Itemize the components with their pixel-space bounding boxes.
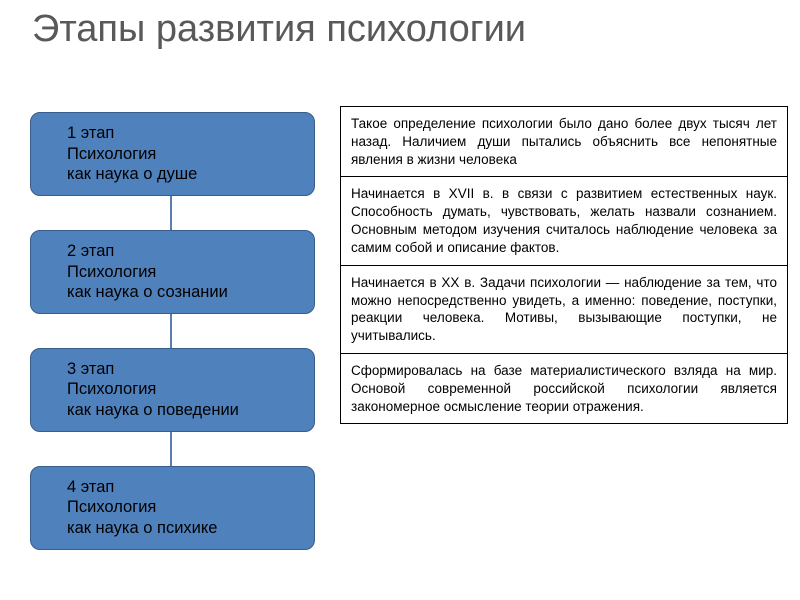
stage-1-line2: Психология: [67, 144, 302, 165]
stage-box-4: 4 этап Психология как наука о психике: [30, 466, 315, 550]
descriptions-table: Такое определение психологии было дано б…: [340, 106, 788, 424]
desc-cell-3: Начинается в XX в. Задачи психологии — н…: [341, 266, 787, 354]
stage-4-line1: 4 этап: [67, 477, 302, 498]
page-title: Этапы развития психологии: [32, 8, 526, 52]
stage-1-line1: 1 этап: [67, 123, 302, 144]
stage-1-line3: как наука о душе: [67, 164, 302, 185]
desc-cell-2: Начинается в XVII в. в связи с развитием…: [341, 177, 787, 265]
stage-3-line3: как наука о поведении: [67, 400, 302, 421]
stage-box-2: 2 этап Психология как наука о сознании: [30, 230, 315, 314]
stage-3-line2: Психология: [67, 379, 302, 400]
connector-1-2: [170, 196, 172, 230]
desc-cell-4: Сформировалась на базе материалистическо…: [341, 354, 787, 423]
stage-box-1: 1 этап Психология как наука о душе: [30, 112, 315, 196]
stage-2-line2: Психология: [67, 262, 302, 283]
stage-4-line2: Психология: [67, 497, 302, 518]
connector-3-4: [170, 432, 172, 466]
stage-2-line1: 2 этап: [67, 241, 302, 262]
desc-cell-1: Такое определение психологии было дано б…: [341, 107, 787, 177]
stage-4-line3: как наука о психике: [67, 518, 302, 539]
stage-2-line3: как наука о сознании: [67, 282, 302, 303]
stage-box-3: 3 этап Психология как наука о поведении: [30, 348, 315, 432]
stage-3-line1: 3 этап: [67, 359, 302, 380]
connector-2-3: [170, 314, 172, 348]
stages-column: 1 этап Психология как наука о душе 2 эта…: [30, 112, 315, 550]
